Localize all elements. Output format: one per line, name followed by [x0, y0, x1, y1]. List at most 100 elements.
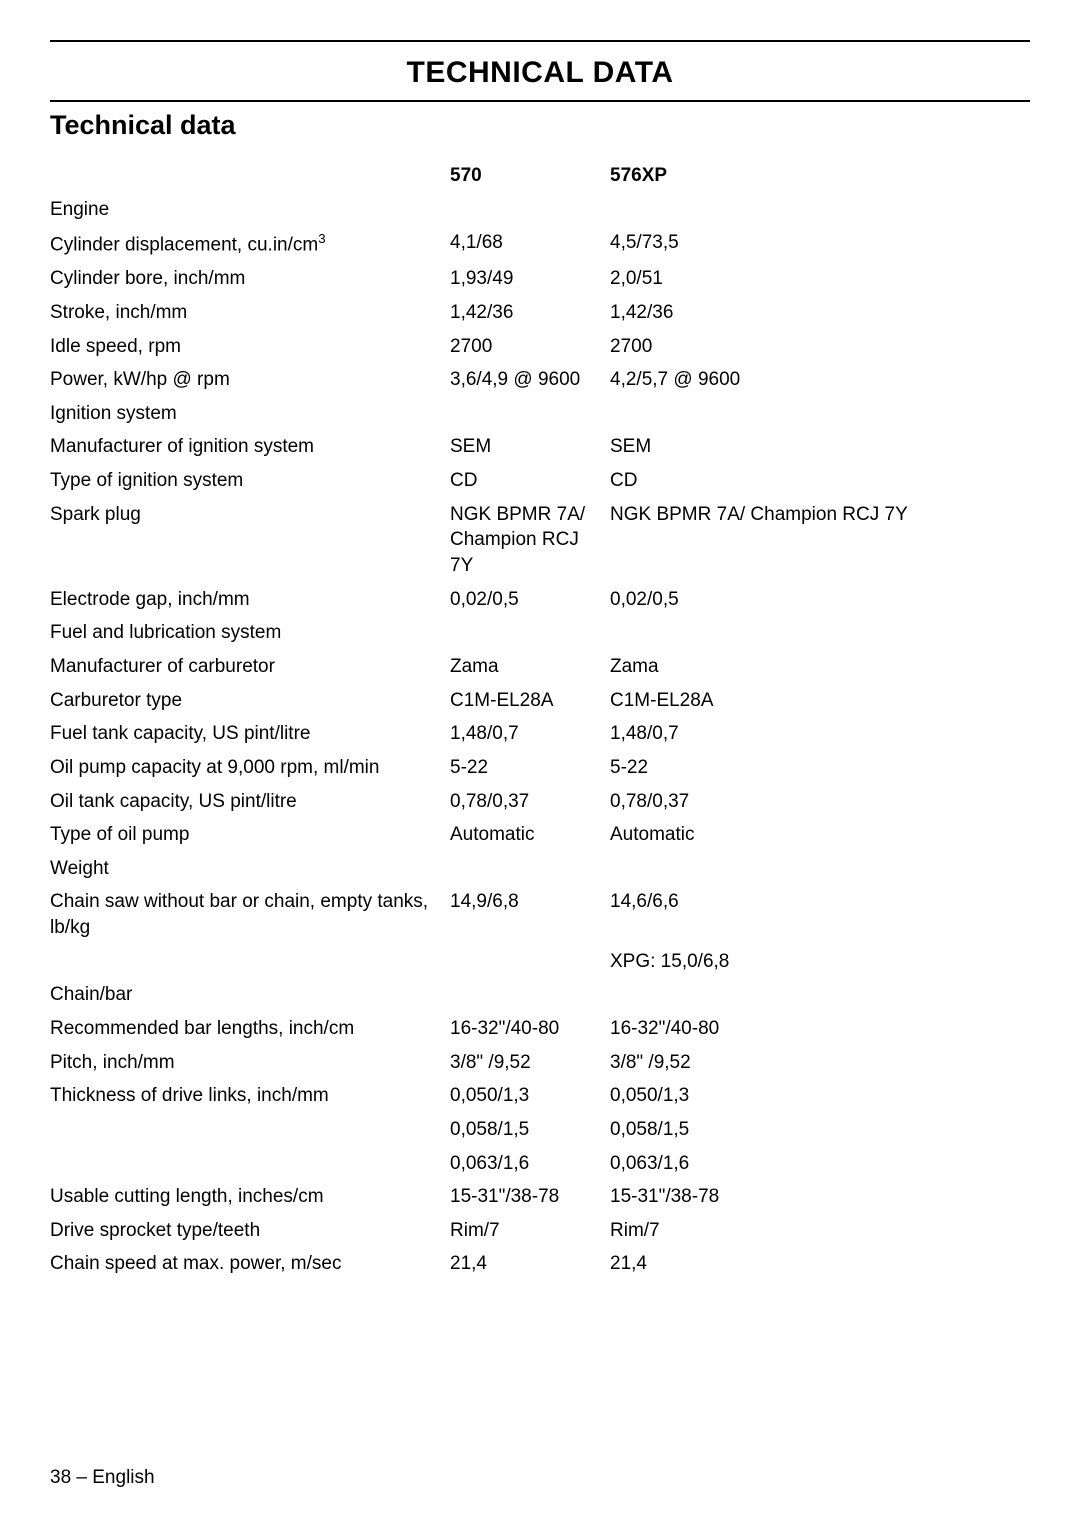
row-label: Idle speed, rpm	[50, 330, 450, 364]
table-row: Manufacturer of ignition systemSEMSEM	[50, 430, 1030, 464]
row-value-b: Automatic	[610, 818, 1030, 852]
row-value-a: 14,9/6,8	[450, 885, 610, 944]
row-value-b: 2,0/51	[610, 262, 1030, 296]
row-value-b: CD	[610, 464, 1030, 498]
page: TECHNICAL DATA Technical data 570 576XP …	[0, 0, 1080, 1529]
row-value-a: 5-22	[450, 751, 610, 785]
section-label: Chain/bar	[50, 978, 1030, 1012]
section-label: Fuel and lubrication system	[50, 616, 1030, 650]
row-label: Stroke, inch/mm	[50, 296, 450, 330]
row-label: Fuel tank capacity, US pint/litre	[50, 717, 450, 751]
table-row: Idle speed, rpm27002700	[50, 330, 1030, 364]
row-label: Pitch, inch/mm	[50, 1046, 450, 1080]
row-value-b: NGK BPMR 7A/ Champion RCJ 7Y	[610, 498, 1030, 583]
table-row: Recommended bar lengths, inch/cm16-32"/4…	[50, 1012, 1030, 1046]
table-header-row: 570 576XP	[50, 159, 1030, 193]
row-value-a: 0,78/0,37	[450, 785, 610, 819]
document-title: TECHNICAL DATA	[50, 42, 1030, 100]
row-label: Usable cutting length, inches/cm	[50, 1180, 450, 1214]
row-value-b: 16-32"/40-80	[610, 1012, 1030, 1046]
header-blank	[50, 159, 450, 193]
row-value-a: 0,063/1,6	[450, 1147, 610, 1181]
table-row: Oil tank capacity, US pint/litre0,78/0,3…	[50, 785, 1030, 819]
row-value-b: SEM	[610, 430, 1030, 464]
row-value-b: C1M-EL28A	[610, 684, 1030, 718]
row-value-b: 15-31"/38-78	[610, 1180, 1030, 1214]
table-row: Stroke, inch/mm1,42/361,42/36	[50, 296, 1030, 330]
row-label: Oil tank capacity, US pint/litre	[50, 785, 450, 819]
row-value-b: 4,5/73,5	[610, 226, 1030, 262]
row-label: Carburetor type	[50, 684, 450, 718]
row-label: Recommended bar lengths, inch/cm	[50, 1012, 450, 1046]
table-row: Manufacturer of carburetorZamaZama	[50, 650, 1030, 684]
header-col-a: 570	[450, 159, 610, 193]
table-row: Carburetor typeC1M-EL28AC1M-EL28A	[50, 684, 1030, 718]
row-value-b: 1,42/36	[610, 296, 1030, 330]
row-value-a: Zama	[450, 650, 610, 684]
row-value-b: 1,48/0,7	[610, 717, 1030, 751]
table-row: Cylinder displacement, cu.in/cm34,1/684,…	[50, 226, 1030, 262]
row-value-b: 14,6/6,6	[610, 885, 1030, 944]
row-value-b: 0,78/0,37	[610, 785, 1030, 819]
row-value-b: 0,058/1,5	[610, 1113, 1030, 1147]
row-value-a: Automatic	[450, 818, 610, 852]
row-label: Cylinder displacement, cu.in/cm3	[50, 226, 450, 262]
row-value-a: 0,058/1,5	[450, 1113, 610, 1147]
row-value-a: 16-32"/40-80	[450, 1012, 610, 1046]
table-row: Drive sprocket type/teethRim/7Rim/7	[50, 1214, 1030, 1248]
row-value-a: 1,42/36	[450, 296, 610, 330]
row-label: Spark plug	[50, 498, 450, 583]
table-row: Chain speed at max. power, m/sec21,421,4	[50, 1247, 1030, 1281]
row-value-b: 21,4	[610, 1247, 1030, 1281]
row-value-a: 1,48/0,7	[450, 717, 610, 751]
table-row: 0,058/1,50,058/1,5	[50, 1113, 1030, 1147]
row-value-a: 21,4	[450, 1247, 610, 1281]
section-label: Ignition system	[50, 397, 1030, 431]
row-label: Electrode gap, inch/mm	[50, 583, 450, 617]
row-label: Thickness of drive links, inch/mm	[50, 1079, 450, 1113]
row-label: Chain saw without bar or chain, empty ta…	[50, 885, 450, 944]
row-value-b: 5-22	[610, 751, 1030, 785]
row-value-a: C1M-EL28A	[450, 684, 610, 718]
table-row: Cylinder bore, inch/mm1,93/492,0/51	[50, 262, 1030, 296]
row-label: Drive sprocket type/teeth	[50, 1214, 450, 1248]
row-label: Type of ignition system	[50, 464, 450, 498]
page-footer: 38 – English	[50, 1467, 155, 1489]
table-row: Electrode gap, inch/mm0,02/0,50,02/0,5	[50, 583, 1030, 617]
table-row: Thickness of drive links, inch/mm0,050/1…	[50, 1079, 1030, 1113]
table-row: 0,063/1,60,063/1,6	[50, 1147, 1030, 1181]
row-value-b: 0,050/1,3	[610, 1079, 1030, 1113]
row-value-b: 0,02/0,5	[610, 583, 1030, 617]
row-value-a: 0,050/1,3	[450, 1079, 610, 1113]
table-section-row: Chain/bar	[50, 978, 1030, 1012]
row-value-a: 0,02/0,5	[450, 583, 610, 617]
row-value-b: 4,2/5,7 @ 9600	[610, 363, 1030, 397]
row-value-b: 3/8" /9,52	[610, 1046, 1030, 1080]
spec-table: 570 576XP EngineCylinder displacement, c…	[50, 159, 1030, 1281]
row-value-b: 2700	[610, 330, 1030, 364]
row-label: Power, kW/hp @ rpm	[50, 363, 450, 397]
row-value-a: NGK BPMR 7A/ Champion RCJ 7Y	[450, 498, 610, 583]
row-label: Oil pump capacity at 9,000 rpm, ml/min	[50, 751, 450, 785]
row-label: Type of oil pump	[50, 818, 450, 852]
table-row: Pitch, inch/mm3/8" /9,523/8" /9,52	[50, 1046, 1030, 1080]
row-value-b: XPG: 15,0/6,8	[610, 945, 1030, 979]
header-col-b: 576XP	[610, 159, 1030, 193]
row-value-a: 2700	[450, 330, 610, 364]
row-value-a: SEM	[450, 430, 610, 464]
table-section-row: Weight	[50, 852, 1030, 886]
row-value-b: Rim/7	[610, 1214, 1030, 1248]
row-label	[50, 945, 450, 979]
table-row: Power, kW/hp @ rpm3,6/4,9 @ 96004,2/5,7 …	[50, 363, 1030, 397]
row-value-a: 3,6/4,9 @ 9600	[450, 363, 610, 397]
row-label: Manufacturer of ignition system	[50, 430, 450, 464]
row-label: Chain speed at max. power, m/sec	[50, 1247, 450, 1281]
row-value-a: Rim/7	[450, 1214, 610, 1248]
table-row: Chain saw without bar or chain, empty ta…	[50, 885, 1030, 944]
table-row: Type of oil pumpAutomaticAutomatic	[50, 818, 1030, 852]
row-value-a: CD	[450, 464, 610, 498]
table-row: Fuel tank capacity, US pint/litre1,48/0,…	[50, 717, 1030, 751]
table-row: Type of ignition systemCDCD	[50, 464, 1030, 498]
row-label	[50, 1147, 450, 1181]
row-value-a: 4,1/68	[450, 226, 610, 262]
